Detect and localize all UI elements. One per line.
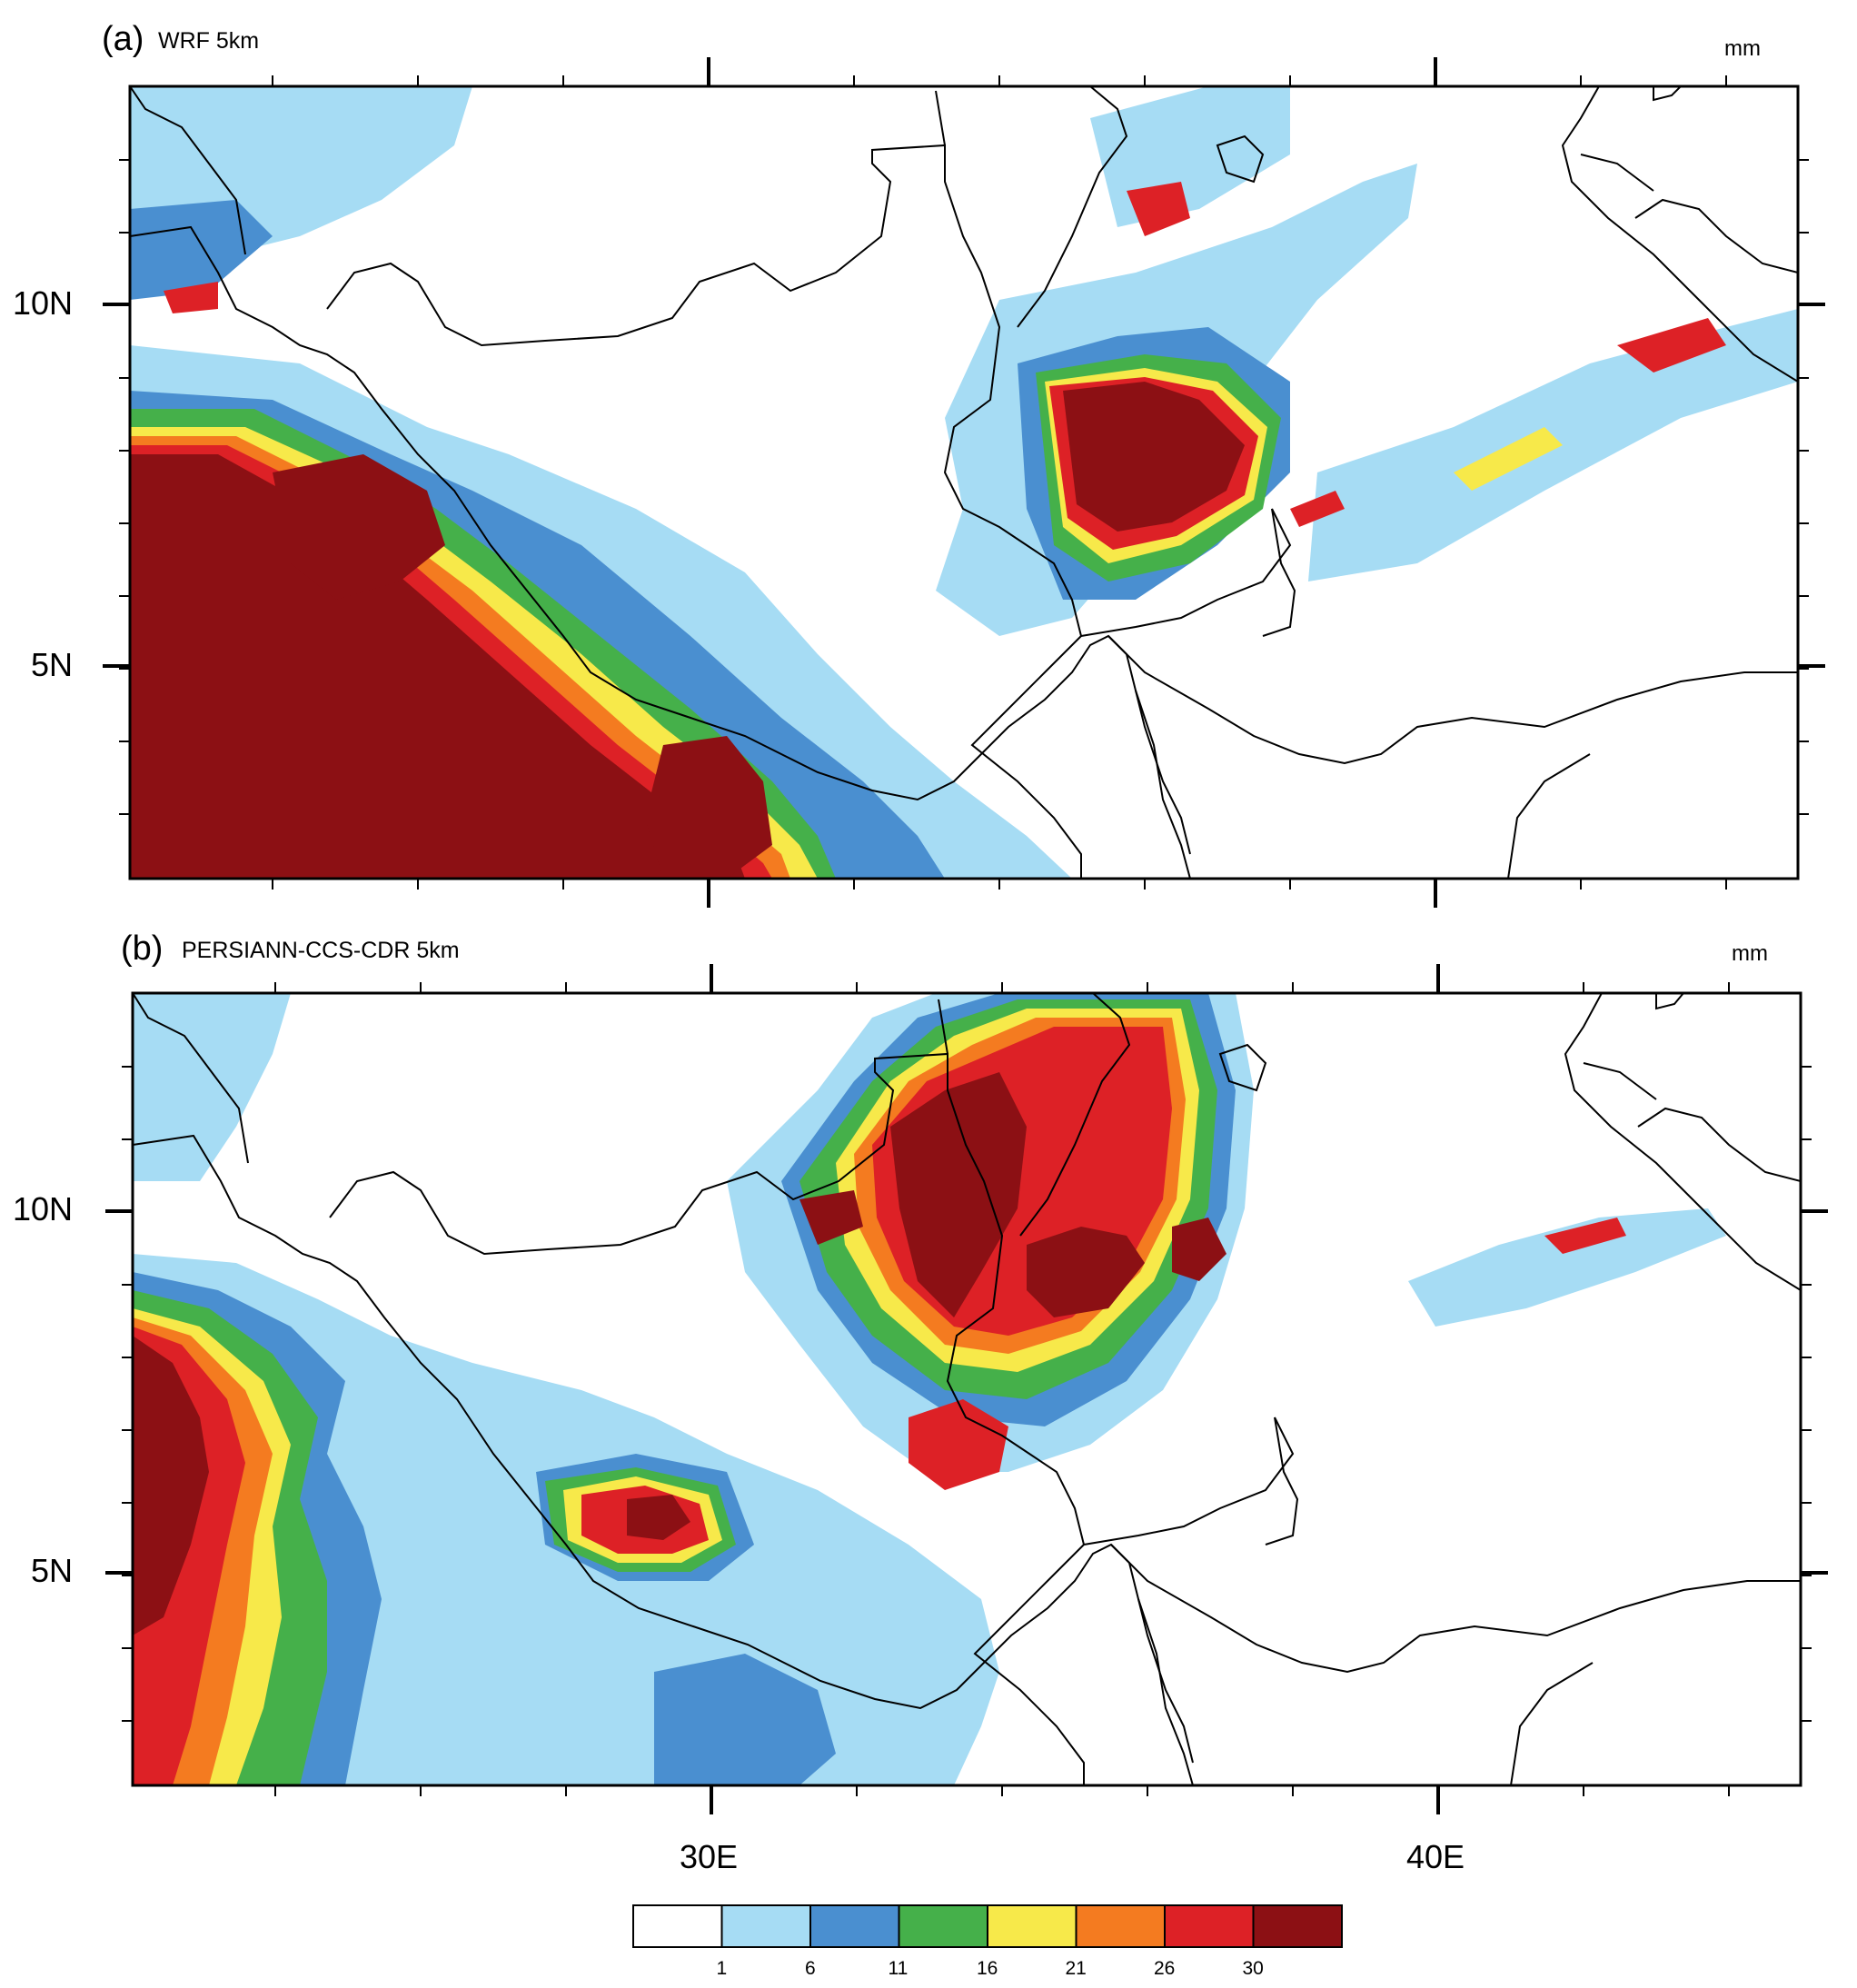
panel-b-lat-5n: 5N	[31, 1552, 74, 1589]
colorbar-tick-label: 16	[977, 1958, 998, 1979]
panel-b-precip-field	[133, 993, 1726, 1785]
panel-b-unit: mm	[1732, 941, 1768, 966]
panel-b-map	[131, 991, 1802, 1787]
panel-b-title: PERSIANN-CCS-CDR 5km	[182, 938, 460, 963]
colorbar-tick-label: 21	[1065, 1958, 1087, 1979]
panel-b-borders	[133, 993, 1801, 1785]
panel-a-map	[128, 84, 1800, 880]
lon-label-30e: 30E	[680, 1838, 739, 1875]
panel-b-lat-10n: 10N	[13, 1190, 74, 1228]
colorbar-tick-label: 1	[716, 1958, 728, 1979]
colorbar-tick-label: 6	[805, 1958, 816, 1979]
colorbar	[632, 1904, 1343, 1948]
colorbar-swatch	[1252, 1904, 1343, 1948]
panel-a-lat-10n: 10N	[13, 284, 74, 322]
colorbar-swatch	[632, 1904, 723, 1948]
panel-a-title: WRF 5km	[158, 28, 260, 54]
colorbar-swatch	[1075, 1904, 1166, 1948]
colorbar-tick-label: 30	[1242, 1958, 1264, 1979]
colorbar-swatch	[1164, 1904, 1255, 1948]
colorbar-swatch	[720, 1904, 811, 1948]
panel-b-label: (b)	[121, 929, 164, 968]
colorbar-tick-label: 26	[1154, 1958, 1176, 1979]
panel-a-borders	[130, 86, 1798, 879]
colorbar-swatch	[809, 1904, 900, 1948]
colorbar-swatch	[898, 1904, 988, 1948]
panel-a-unit: mm	[1724, 36, 1761, 61]
panel-a-lat-5n: 5N	[31, 646, 74, 683]
lon-label-40e: 40E	[1406, 1838, 1465, 1875]
panel-a-label: (a)	[102, 20, 144, 58]
colorbar-swatch	[987, 1904, 1077, 1948]
colorbar-tick-label: 11	[888, 1958, 909, 1979]
panel-a-precip-field	[130, 86, 1798, 879]
axis-ticks	[103, 57, 1828, 1814]
